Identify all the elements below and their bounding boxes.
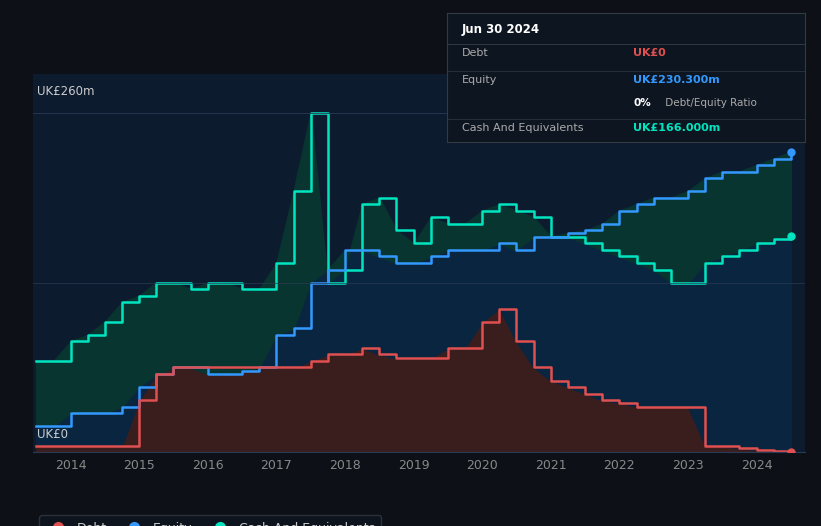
Text: UK£0: UK£0 <box>633 48 666 58</box>
Legend: Debt, Equity, Cash And Equivalents: Debt, Equity, Cash And Equivalents <box>39 515 381 526</box>
Text: 0%: 0% <box>633 98 651 108</box>
Text: Debt: Debt <box>461 48 488 58</box>
Text: UK£230.300m: UK£230.300m <box>633 75 720 85</box>
Text: UK£260m: UK£260m <box>37 85 94 98</box>
Text: UK£0: UK£0 <box>37 428 67 441</box>
Text: Equity: Equity <box>461 75 497 85</box>
Text: Cash And Equivalents: Cash And Equivalents <box>461 123 583 133</box>
Text: UK£166.000m: UK£166.000m <box>633 123 720 133</box>
Text: Debt/Equity Ratio: Debt/Equity Ratio <box>662 98 757 108</box>
Text: Jun 30 2024: Jun 30 2024 <box>461 24 540 36</box>
